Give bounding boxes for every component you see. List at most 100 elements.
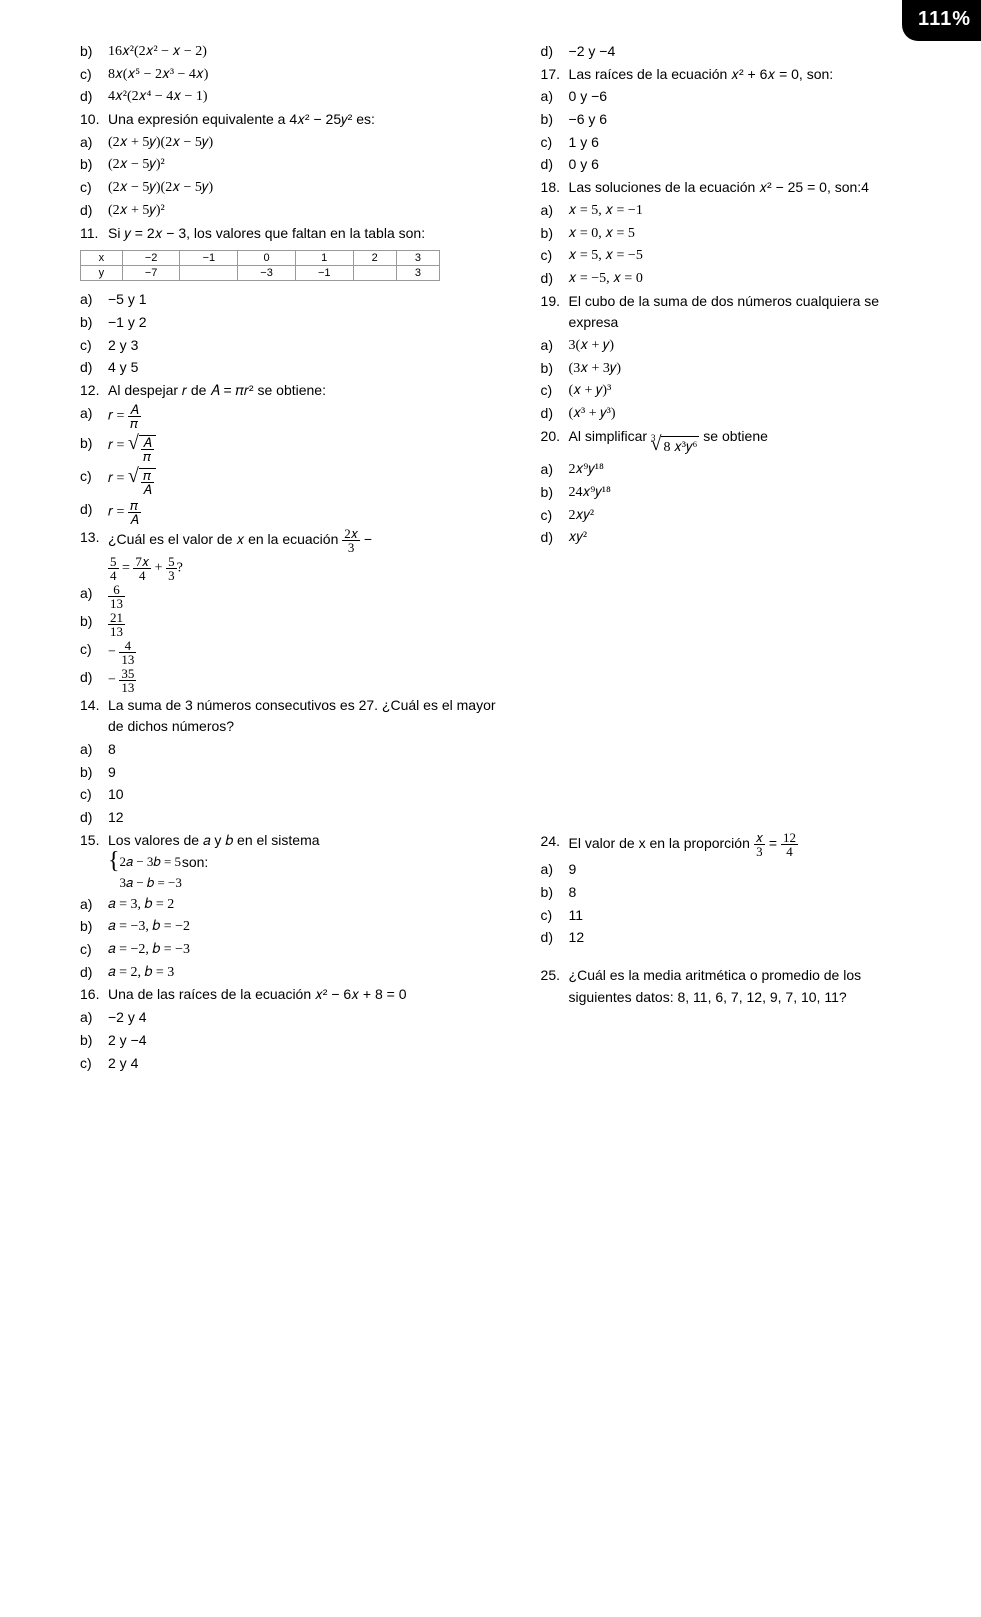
marker: c): [541, 905, 569, 927]
brace-icon: {: [108, 852, 120, 892]
fraction: 413: [119, 639, 136, 666]
denominator: 13: [108, 597, 125, 610]
marker: d): [80, 499, 108, 526]
denominator: 4: [108, 569, 119, 582]
text: 12: [108, 807, 501, 829]
blank-gap: [541, 550, 921, 830]
post: son:: [182, 852, 208, 892]
text: (2𝑥 − 5𝑦)²: [108, 154, 501, 176]
cell: 0: [238, 251, 296, 266]
text: 12: [569, 927, 921, 949]
text: 24𝑥⁹𝑦¹⁸: [569, 482, 921, 504]
data-table: x −2 −1 0 1 2 3 y −7 −3 −1 3: [80, 250, 440, 281]
option: c)2𝑥𝑦²: [541, 505, 921, 527]
marker: b): [80, 433, 108, 463]
option: b)8: [541, 882, 921, 904]
marker: a): [80, 739, 108, 761]
marker: c): [541, 132, 569, 154]
option: a)8: [80, 739, 501, 761]
question: 17.Las raíces de la ecuación 𝑥² + 6𝑥 = 0…: [541, 64, 921, 86]
option: a)𝑥 = 5, 𝑥 = −1: [541, 200, 921, 222]
marker: 11.: [80, 223, 108, 245]
numerator: 𝑥: [754, 831, 765, 845]
fraction: 𝑥3: [754, 831, 765, 858]
option: c)2 y 3: [80, 335, 501, 357]
text: 11: [569, 905, 921, 927]
prefix: 𝑟 =: [108, 438, 124, 453]
marker: b): [541, 223, 569, 245]
option: c)𝑥 = 5, 𝑥 = −5: [541, 245, 921, 267]
numerator: 𝜋: [141, 469, 154, 483]
marker: c): [80, 939, 108, 961]
cell: [180, 266, 238, 281]
numerator: 7𝑥: [133, 555, 151, 569]
option: b)(2𝑥 − 5𝑦)²: [80, 154, 501, 176]
marker: b): [80, 154, 108, 176]
text: (2𝑥 + 5𝑦)²: [108, 200, 501, 222]
marker: a): [541, 86, 569, 108]
right-column: d)−2 y −4 17.Las raíces de la ecuación 𝑥…: [541, 40, 921, 1075]
marker: d): [541, 927, 569, 949]
text: 𝑥 = 5, 𝑥 = −1: [569, 200, 921, 222]
cell: −1: [295, 266, 353, 281]
option: a)(2𝑥 + 5𝑦)(2𝑥 − 5𝑦): [80, 132, 501, 154]
question: 14.La suma de 3 números consecutivos es …: [80, 695, 501, 738]
eq-bot: 3𝑎 − 𝑏 = −3: [120, 873, 182, 893]
marker: a): [80, 403, 108, 430]
cell: −2: [122, 251, 180, 266]
marker: c): [541, 505, 569, 527]
text: −2 y −4: [569, 41, 921, 63]
eq: =: [765, 835, 781, 851]
numerator: 35: [119, 667, 136, 681]
option: c)(2𝑥 − 5𝑦)(2𝑥 − 5𝑦): [80, 177, 501, 199]
marker: c): [80, 177, 108, 199]
text: Una de las raíces de la ecuación 𝑥² − 6𝑥…: [108, 984, 501, 1006]
text: Al despejar 𝑟 de 𝐴 = 𝜋𝑟² se obtiene:: [108, 380, 501, 402]
option: b)−1 y 2: [80, 312, 501, 334]
marker: 25.: [541, 965, 569, 1008]
marker: d): [541, 527, 569, 549]
denominator: 13: [108, 625, 125, 638]
text: −5 y 1: [108, 289, 501, 311]
option: a)613: [80, 583, 501, 610]
marker: a): [541, 200, 569, 222]
text: 𝑟 = √𝜋𝐴: [108, 466, 501, 496]
marker: d): [541, 41, 569, 63]
text: − 413: [108, 639, 501, 666]
text: 8: [108, 739, 501, 761]
marker: 20.: [541, 426, 569, 459]
text: (𝑥 + 𝑦)³: [569, 380, 921, 402]
marker: c): [80, 466, 108, 496]
marker: 24.: [541, 831, 569, 858]
numerator: 2𝑥: [342, 527, 360, 541]
fraction: 𝐴𝜋: [128, 403, 141, 430]
prefix: 𝑟 =: [108, 504, 124, 519]
denominator: 𝐴: [128, 513, 141, 526]
option: b)2 y −4: [80, 1030, 501, 1052]
question: 13.¿Cuál es el valor de 𝑥 en la ecuación…: [80, 527, 501, 554]
denominator: 𝜋: [128, 417, 141, 430]
cell: −1: [180, 251, 238, 266]
fraction: 𝐴𝜋: [141, 436, 154, 463]
marker: b): [80, 41, 108, 63]
fraction: 54: [108, 555, 119, 582]
cell: [353, 266, 396, 281]
numerator: 𝐴: [128, 403, 141, 417]
content-columns: b)16𝑥²(2𝑥² − 𝑥 − 2) c)8𝑥(𝑥⁵ − 2𝑥³ − 4𝑥) …: [80, 40, 921, 1075]
text: 2 y 4: [108, 1053, 501, 1075]
fraction: 3513: [119, 667, 136, 694]
text: 𝑟 = 𝜋𝐴: [108, 499, 501, 526]
marker: b): [541, 882, 569, 904]
marker: 12.: [80, 380, 108, 402]
numerator: 6: [108, 583, 125, 597]
text: 𝑟 = √𝐴𝜋: [108, 433, 501, 463]
question: 10.Una expresión equivalente a 4𝑥² − 25𝑦…: [80, 109, 501, 131]
marker: d): [80, 86, 108, 108]
sqrt-sign-icon: √: [128, 433, 139, 453]
prefix: 𝑟 =: [108, 408, 124, 423]
text-part: ¿Cuál es el valor de 𝑥 en la ecuación: [108, 531, 342, 547]
cell: y: [81, 266, 123, 281]
marker: d): [80, 667, 108, 694]
marker: b): [80, 762, 108, 784]
text: 9: [108, 762, 501, 784]
